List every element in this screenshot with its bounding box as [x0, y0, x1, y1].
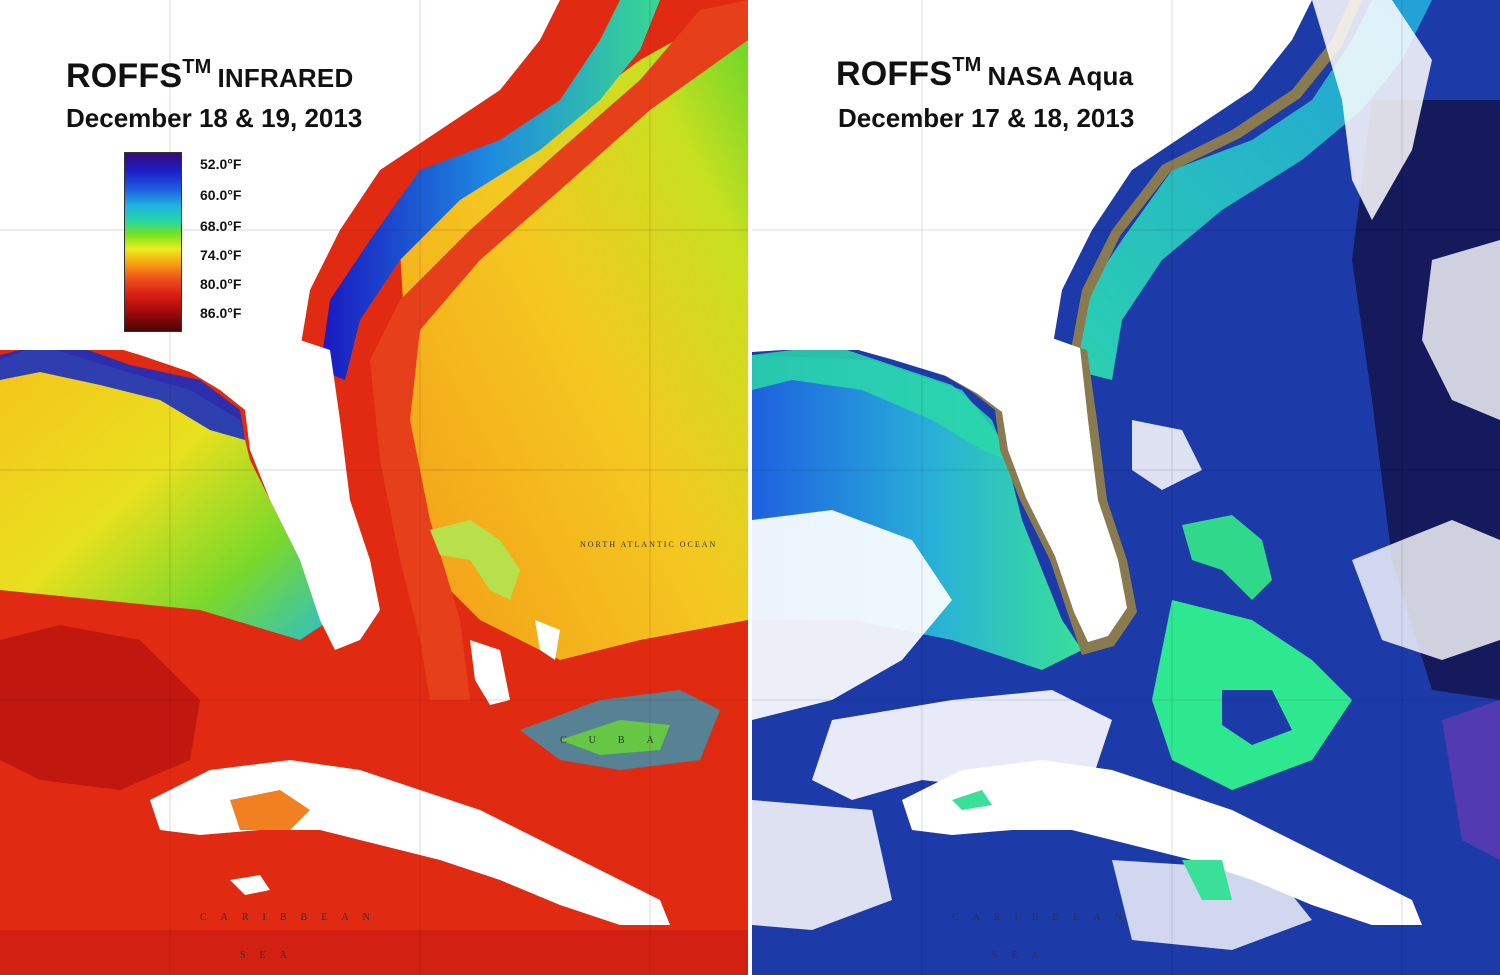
loop-current: [0, 625, 200, 790]
temperature-color-bar: [124, 152, 182, 332]
right-panel-title: ROFFSTM NASA Aqua: [836, 54, 1133, 94]
caribbean-label: CARIBBEAN: [200, 912, 384, 923]
temperature-legend: 52.0°F 60.0°F 68.0°F 74.0°F 80.0°F 86.0°…: [124, 152, 274, 332]
legend-label-74: 74.0°F: [200, 247, 242, 263]
gulf-cold-coast: [0, 340, 245, 440]
florida-peninsula-right: [752, 330, 1127, 642]
brand-name: ROFFS: [66, 57, 183, 95]
bahama-bank-north: [430, 520, 520, 600]
sensor-name: INFRARED: [217, 63, 354, 93]
cloud-cover: [752, 0, 1500, 950]
nasa-aqua-panel: ROFFSTM NASA Aqua December 17 & 18, 2013 …: [752, 0, 1500, 975]
gulf-green-coastal: [752, 345, 1007, 460]
gulf-shelf-water: [0, 345, 330, 640]
purple-fringe: [1442, 700, 1500, 860]
sst-infrared-panel: ROFFSTM INFRARED December 18 & 19, 2013 5…: [0, 0, 748, 975]
right-panel-date: December 17 & 18, 2013: [838, 103, 1135, 133]
satellite-name: NASA Aqua: [987, 61, 1134, 91]
cuba-label: CUBA: [560, 735, 676, 746]
mixed-green-patch: [560, 720, 670, 755]
legend-label-68: 68.0°F: [200, 218, 242, 234]
coastal-cold-water: [320, 0, 660, 380]
legend-label-60: 60.0°F: [200, 187, 242, 203]
eleuthera-island: [535, 620, 560, 660]
left-panel-title: ROFFSTM INFRARED: [66, 56, 353, 96]
little-bahama-bank: [1182, 515, 1272, 600]
cuba-south-shelf: [1182, 860, 1232, 900]
brand-name-right: ROFFS: [836, 55, 953, 93]
atlantic-water: [400, 0, 748, 660]
sst-map: [0, 0, 748, 975]
ocean-label: NORTH ATLANTIC OCEAN: [580, 540, 718, 549]
caribbean-label-right: CARIBBEAN: [952, 912, 1136, 923]
legend-label-80: 80.0°F: [200, 276, 242, 292]
panel-divider: [748, 0, 752, 975]
batabano-water: [230, 790, 310, 830]
legend-label-86: 86.0°F: [200, 305, 242, 321]
trademark-mark-right: TM: [952, 54, 982, 76]
cuba-north-shelf: [952, 790, 992, 810]
legend-label-52: 52.0°F: [200, 156, 242, 172]
sea-label: SEA: [240, 950, 301, 961]
left-panel-date: December 18 & 19, 2013: [66, 103, 363, 133]
chlorophyll-map: [752, 0, 1500, 975]
cuba-island-right: [902, 760, 1422, 925]
andros-island: [470, 640, 510, 705]
tongue-of-ocean: [1222, 690, 1292, 745]
sea-label-right: SEA: [992, 950, 1053, 961]
isla-juventud: [230, 875, 270, 895]
florida-peninsula: [0, 330, 380, 650]
us-mainland-right: [752, 0, 1312, 350]
trademark-mark: TM: [182, 56, 212, 78]
chart-grid-right: [752, 0, 1500, 975]
caribbean-sea-water: [0, 930, 748, 975]
